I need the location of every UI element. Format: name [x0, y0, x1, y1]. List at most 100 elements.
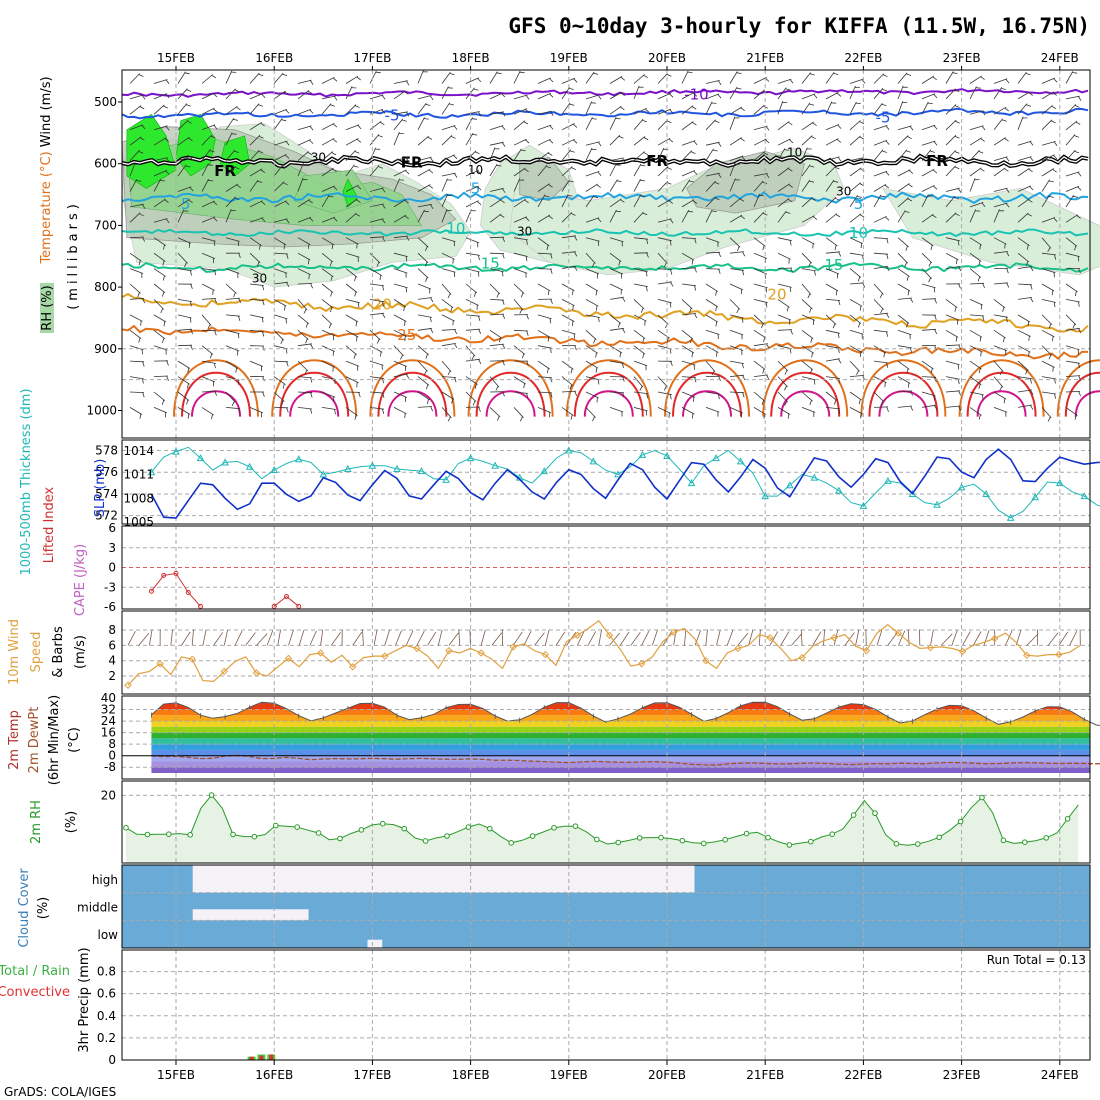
wind-barb-flag	[574, 266, 578, 271]
wind-barb-flag	[597, 379, 600, 385]
wind-barb-flag	[905, 245, 908, 251]
wind-barb	[441, 376, 457, 378]
rh-point	[230, 831, 236, 838]
wind-barb-flag	[834, 399, 837, 405]
wind-barb	[129, 407, 143, 415]
surface-wind-barb	[170, 629, 173, 646]
wind-barb	[969, 360, 982, 370]
wind-barb-flag	[213, 240, 216, 246]
wind-barb	[1065, 237, 1078, 247]
wind-barb	[1017, 404, 1032, 408]
wind-barb	[849, 329, 864, 335]
y-tick-label: 900	[94, 342, 117, 356]
thickness-point	[294, 455, 303, 463]
wind-barb	[393, 252, 408, 257]
thickness-point	[835, 486, 843, 494]
wind-barb-flag	[569, 384, 573, 390]
wind-speed-point	[124, 681, 132, 689]
wind-barb-flag	[958, 344, 962, 350]
wind-barb	[633, 163, 642, 177]
wind-barb	[705, 209, 713, 223]
wind-barb	[441, 237, 456, 242]
wind-barb-flag	[453, 271, 456, 277]
wind-barb	[1017, 266, 1032, 269]
wind-barb	[753, 104, 765, 115]
wind-barb-flag	[525, 216, 530, 222]
precip-ylabel: 3hr Precip (mm)	[77, 947, 92, 1052]
wind-barb-flag	[189, 317, 192, 323]
wind-barb-flag	[736, 87, 742, 90]
wind-barb-flag	[785, 88, 791, 91]
wind-barb-flag	[501, 271, 504, 277]
rh-point	[380, 820, 386, 827]
wind-barb-flag	[573, 78, 578, 83]
cloud-frame	[121, 864, 1091, 949]
wind-barb	[801, 121, 814, 131]
wind-barb-flag	[211, 414, 213, 420]
wind-barb-flag	[235, 367, 238, 373]
bottom-date-label: 22FEB	[844, 1068, 882, 1082]
pressure-axis-title: (millibars)	[66, 200, 81, 310]
wind-barb-flag	[593, 196, 599, 199]
wind-barb-flag	[1077, 186, 1082, 191]
wind-barb	[633, 360, 648, 367]
wind-barb-flag	[307, 90, 313, 95]
wind-barb-flag	[310, 392, 313, 398]
wind-barb-flag	[546, 245, 549, 251]
wind-barb	[681, 299, 693, 310]
surface-wind-barb	[694, 630, 701, 646]
wind-barb	[849, 135, 861, 146]
wind-barb	[465, 268, 480, 273]
wind-barb-flag	[787, 198, 793, 203]
wind-barb-flag	[934, 329, 938, 335]
wind-barb-flag	[1074, 105, 1080, 108]
wind-ylabel-4: (m/s)	[73, 635, 88, 669]
wind-barb	[369, 165, 380, 177]
surface-wind-barb	[448, 632, 459, 646]
wind-barb-flag	[212, 289, 214, 295]
wind-barb	[825, 101, 833, 115]
wind-barb	[273, 200, 287, 208]
wind-barb	[705, 329, 720, 335]
wind-barb-flag	[284, 305, 286, 311]
isotherm-label: 25	[397, 326, 416, 344]
wind-barb-flag	[907, 198, 913, 202]
wind-barb	[801, 135, 813, 146]
wind-barb-flag	[523, 121, 529, 125]
wind-barb-flag	[934, 298, 937, 304]
wind-barb-flag	[1054, 254, 1057, 260]
wind-barb-flag	[356, 382, 358, 388]
wind-barb	[921, 283, 936, 289]
upper-air-frame	[121, 69, 1091, 439]
wind-barb-flag	[477, 201, 482, 206]
wind-barb-flag	[670, 394, 672, 400]
wind-barb-flag	[280, 339, 284, 344]
wind-barb	[609, 283, 623, 291]
wind-barb	[1041, 179, 1050, 192]
wind-barb-flag	[307, 243, 310, 249]
thickness-point	[1055, 479, 1064, 487]
wind-barb-flag	[238, 298, 242, 303]
wind-barb-flag	[928, 261, 932, 267]
wind-barb	[897, 183, 910, 192]
wind-barb	[177, 268, 192, 272]
wind-barb-flag	[762, 245, 765, 251]
thickness-point	[442, 475, 450, 483]
wind-barb-flag	[688, 180, 694, 183]
rh-point	[315, 830, 322, 836]
wind-barb	[201, 252, 216, 259]
wind-barb-flag	[739, 198, 745, 202]
wind-barb	[345, 283, 358, 293]
wind-barb	[585, 330, 597, 340]
wind-barb	[849, 167, 862, 177]
wind-barb	[801, 197, 813, 208]
thickness-point	[245, 462, 254, 470]
wind-barb-flag	[886, 362, 889, 368]
wind-barb-flag	[355, 213, 361, 217]
wind-barb	[297, 299, 308, 311]
wind-speed-point	[958, 647, 967, 656]
rh-point	[1000, 837, 1007, 844]
rh-point	[850, 812, 857, 818]
wind-barb	[897, 405, 912, 408]
isotherm-label: 20	[767, 286, 786, 304]
